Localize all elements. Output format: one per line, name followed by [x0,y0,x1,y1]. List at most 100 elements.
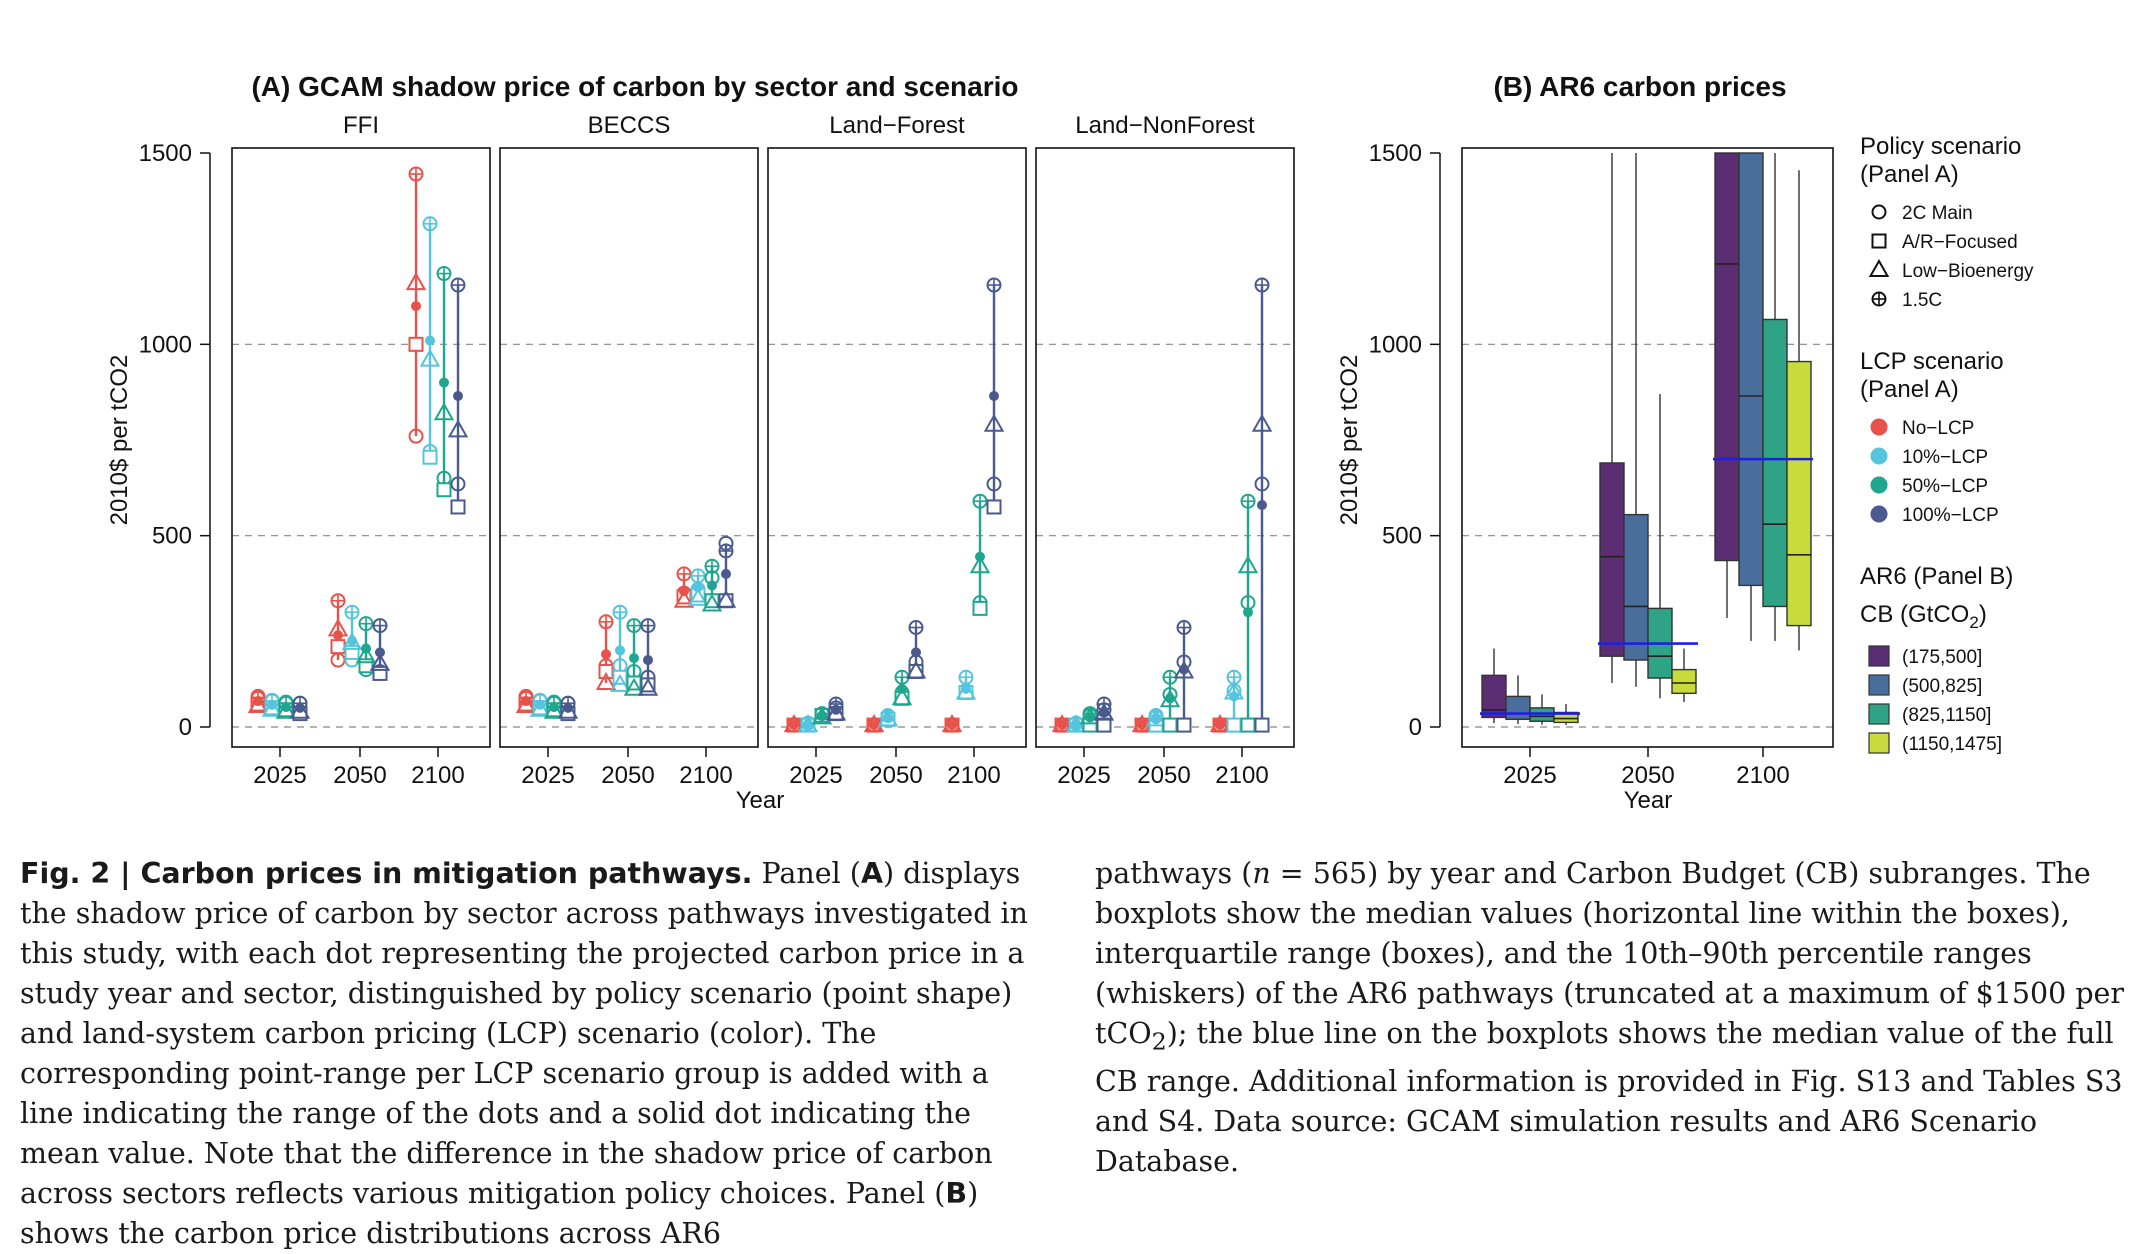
mean-dot [411,301,421,312]
marker-triangle [715,589,737,608]
legend-cb-swatch [1868,732,1890,754]
legend-policy-subtitle: (Panel A) [1860,161,1959,188]
boxplot [1505,675,1531,724]
marker-square [1162,717,1178,733]
facet-0: FFI 2025 2050 2100 [231,112,491,789]
y-tick-label: 1500 [1369,140,1422,167]
point-range [673,566,695,608]
facet-frame [231,147,491,748]
boxplot [1714,152,1740,618]
facet-label: FFI [343,112,379,139]
mean-dot [1137,720,1147,731]
mean-dot [361,643,371,654]
marker-square [1226,717,1242,733]
boxplot [1529,694,1555,725]
boxplot [1671,648,1697,703]
caption-n: n [1252,857,1271,890]
marker-square [1240,717,1256,733]
point-range [261,692,283,717]
mean-dot [549,702,559,713]
legend-lcp-subtitle: (Panel A) [1860,376,1959,403]
mean-dot [281,702,291,713]
facet-frame [1035,147,1295,748]
marker-circle [1871,204,1887,220]
marker-circle [1254,476,1270,492]
point-range [515,688,537,713]
marker-triangle [447,419,469,438]
point-range [275,694,297,719]
iqr-box [1671,668,1697,695]
point-range [783,714,805,733]
point-range [419,216,441,465]
x-tick-label: 2100 [679,762,732,789]
point-range [341,604,363,668]
point-range [905,620,927,680]
legend-cb-item: (175,500] [1902,647,1982,668]
point-range [701,558,723,612]
point-range [637,618,659,696]
x-axis-label: Year [1624,787,1673,814]
mean-dot [975,551,985,562]
y-tick-label: 1000 [139,331,192,358]
marker-triangle [609,673,631,692]
marker-triangle [529,698,551,717]
mean-dot [1099,706,1109,717]
facet-frame [767,147,1027,748]
y-tick-label: 1500 [139,140,192,167]
marker-circle [408,428,424,444]
marker-square [972,600,988,616]
x-tick-label: 2050 [1137,762,1190,789]
x-tick-label: 2100 [947,762,1000,789]
point-range [609,604,631,692]
facet-label: BECCS [588,112,671,139]
marker-square [598,664,614,680]
facet-1: BECCS 2025 2050 2100 [499,112,759,789]
legend-cb-title: CB (GtCO2) [1860,601,1987,632]
legend-lcp-item: 50%−LCP [1902,476,1988,497]
caption-panel-a: A [860,857,883,890]
x-tick-label: 2100 [411,762,464,789]
caption-text: pathways ( [1095,857,1253,890]
y-tick-label: 1000 [1369,331,1422,358]
marker-triangle [891,687,913,706]
x-tick-label: 2050 [333,762,386,789]
mean-dot [643,655,653,666]
y-axis-label: 2010$ per tCO2 [106,355,133,526]
marker-triangle [355,645,377,664]
boxplot [1623,153,1649,687]
mean-dot [267,699,277,710]
caption-text: ) displays the shadow price of carbon by… [20,857,1028,1210]
facet-3: Land−NonForest 2025 2050 2100 [1035,112,1295,789]
x-tick-label: 2025 [1503,762,1556,789]
mean-dot [615,645,625,656]
iqr-box [1623,513,1649,661]
iqr-box [1762,318,1788,608]
x-tick-label: 2025 [789,762,842,789]
mean-dot [883,712,893,723]
marker-square [450,499,466,515]
legend-lcp-swatch [1870,476,1888,494]
legend-cb-item: (1150,1475] [1902,734,2002,755]
mean-dot [1057,720,1067,731]
mean-dot [869,720,879,731]
marker-triangle [623,677,645,696]
figure-canvas: (A) GCAM shadow price of carbon by secto… [106,71,2034,814]
facet-frame [499,147,759,748]
point-range [1223,669,1245,733]
marker-square [330,639,346,655]
marker-square [1176,717,1192,733]
boxplot [1738,152,1764,641]
caption-right: pathways (n = 565) by year and Carbon Bu… [1095,854,2130,1182]
iqr-box [1738,152,1764,587]
marker-triangle [687,587,709,606]
marker-triangle [419,348,441,367]
y-tick-label: 500 [152,523,192,550]
boxplot [1599,153,1625,683]
marker-triangle [433,402,455,421]
legend-lcp-item: 100%−LCP [1902,505,1999,526]
mean-dot [961,683,971,694]
mean-dot [563,702,573,713]
iqr-box [1505,695,1531,721]
caption-title: Fig. 2 | Carbon prices in mitigation pat… [20,857,753,890]
point-range [1093,696,1115,733]
